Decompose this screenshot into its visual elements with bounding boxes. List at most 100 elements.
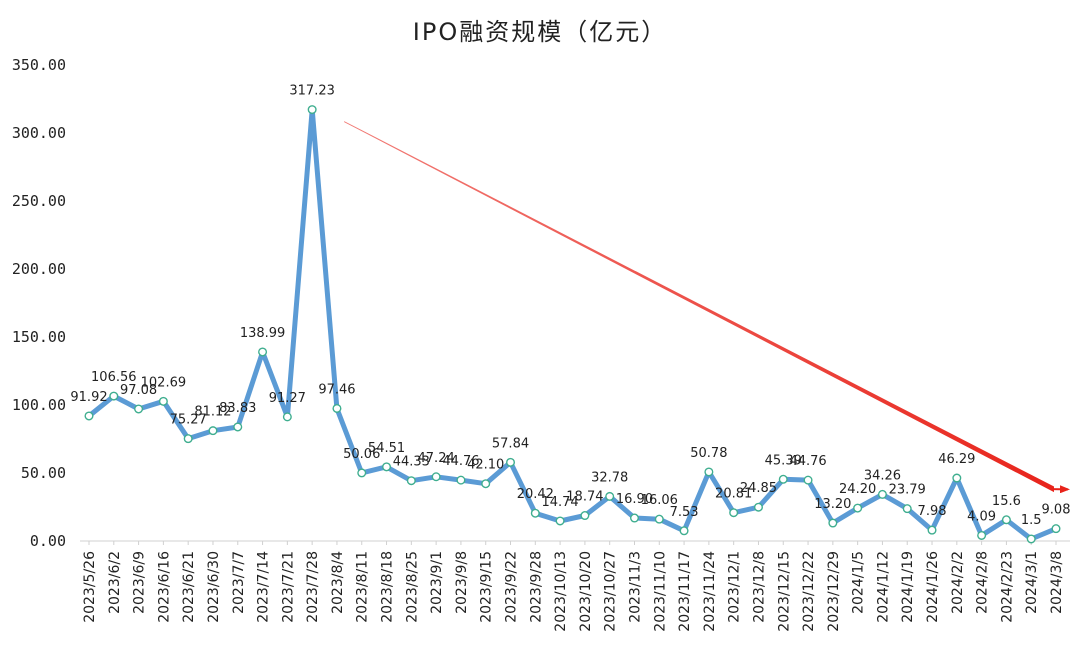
x-tick-label: 2024/3/8	[1049, 551, 1065, 614]
data-point	[977, 530, 987, 540]
data-point	[282, 412, 292, 422]
x-tick-label: 2024/2/23	[999, 551, 1015, 623]
data-point	[1051, 524, 1061, 534]
data-point	[233, 422, 243, 432]
y-tick-label: 50.00	[21, 464, 66, 482]
x-tick-label: 2023/8/18	[380, 551, 396, 623]
x-tick-label: 2023/9/8	[454, 551, 470, 614]
data-label: 97.46	[318, 382, 355, 397]
data-label: 42.10	[467, 458, 504, 473]
x-tick-label: 2023/9/28	[528, 551, 544, 623]
data-label: 97.08	[120, 383, 157, 398]
x-tick-label: 2023/7/21	[280, 551, 296, 623]
data-label: 4.09	[967, 509, 996, 524]
data-label: 20.81	[715, 487, 752, 502]
x-tick-label: 2024/2/8	[975, 551, 991, 614]
data-label: 46.29	[938, 452, 975, 467]
data-label: 91.27	[269, 391, 306, 406]
data-point	[828, 518, 838, 528]
x-tick-label: 2024/1/12	[875, 551, 891, 623]
data-label: 50.78	[690, 446, 727, 461]
x-tick-label: 2023/9/22	[504, 551, 520, 623]
data-label: 34.26	[864, 468, 901, 483]
y-tick-label: 200.00	[12, 260, 66, 278]
x-tick-label: 2023/10/20	[578, 551, 594, 632]
data-point	[183, 434, 193, 444]
data-point	[778, 474, 788, 484]
data-point	[1001, 515, 1011, 525]
data-point	[208, 426, 218, 436]
x-tick-label: 2023/9/15	[479, 551, 495, 623]
data-point	[877, 489, 887, 499]
data-point	[134, 404, 144, 414]
data-label: 57.84	[492, 436, 529, 451]
y-tick-label: 300.00	[12, 124, 66, 142]
x-tick-label: 2023/11/10	[652, 551, 668, 632]
x-tick-label: 2023/12/1	[727, 551, 743, 623]
data-point	[555, 516, 565, 526]
data-label: 81.12	[194, 405, 231, 420]
data-label: 44.33	[393, 455, 430, 470]
data-point	[258, 347, 268, 357]
data-point	[530, 508, 540, 518]
x-tick-label: 2023/6/21	[181, 551, 197, 623]
x-tick-label: 2023/8/4	[330, 551, 346, 614]
x-tick-label: 2023/10/13	[553, 551, 569, 632]
data-label: 24.20	[839, 482, 876, 497]
x-tick-label: 2023/5/26	[82, 551, 98, 623]
series-line	[86, 107, 1059, 542]
data-point	[753, 502, 763, 512]
data-label: 18.74	[566, 490, 603, 505]
y-tick-label: 150.00	[12, 328, 66, 346]
y-axis: 0.00 50.00 100.00 150.00 200.00 250.00 300.00 3…	[12, 56, 66, 550]
data-point	[654, 514, 664, 524]
data-label: 20.42	[517, 487, 554, 502]
annotations	[344, 121, 1070, 494]
data-label: 7.53	[670, 505, 699, 520]
data-label: 50.06	[343, 447, 380, 462]
trend-arrow	[344, 121, 1055, 493]
data-label: 24.85	[740, 481, 777, 496]
data-point	[84, 411, 94, 421]
data-point	[952, 473, 962, 483]
x-tick-label: 2023/6/30	[206, 551, 222, 623]
x-tick-label: 2024/1/26	[925, 551, 941, 623]
data-point	[605, 491, 615, 501]
data-label: 106.56	[91, 370, 137, 385]
data-label: 15.6	[992, 494, 1021, 509]
data-label: 317.23	[289, 84, 335, 99]
x-tick-label: 2023/12/29	[826, 551, 842, 632]
data-point	[456, 475, 466, 485]
data-point	[629, 513, 639, 523]
x-tick-label: 2023/6/2	[107, 551, 123, 614]
x-tick-label: 2023/7/28	[305, 551, 321, 623]
x-tick-label: 2023/8/25	[404, 551, 420, 623]
data-label: 75.27	[170, 413, 207, 428]
data-point	[481, 479, 491, 489]
data-point	[158, 396, 168, 406]
y-tick-label: 350.00	[12, 56, 66, 74]
data-label: 54.51	[368, 441, 405, 456]
x-axis: 2023/5/26 2023/6/2 2023/6/9 2023/6/16 2023/6…	[80, 540, 1070, 632]
data-point	[902, 504, 912, 514]
data-label: 23.79	[889, 483, 926, 498]
y-tick-label: 0.00	[30, 532, 66, 550]
data-point	[679, 526, 689, 536]
data-label: 44.76	[442, 454, 479, 469]
data-point	[853, 503, 863, 513]
chart-title: IPO融资规模（亿元）	[412, 18, 668, 46]
data-label: 83.83	[219, 401, 256, 416]
data-label: 47.24	[418, 451, 455, 466]
x-tick-label: 2024/3/1	[1024, 551, 1040, 614]
data-label: 138.99	[240, 326, 286, 341]
x-tick-label: 2023/11/24	[702, 551, 718, 632]
x-tick-label: 2023/7/7	[231, 551, 247, 614]
data-label: 91.92	[70, 390, 107, 405]
x-tick-label: 2023/12/8	[751, 551, 767, 623]
data-label: 9.08	[1042, 503, 1071, 518]
data-label: 102.69	[141, 375, 187, 390]
data-point	[109, 391, 119, 401]
x-tick-label: 2023/10/27	[603, 551, 619, 632]
data-label: 44.76	[789, 454, 826, 469]
